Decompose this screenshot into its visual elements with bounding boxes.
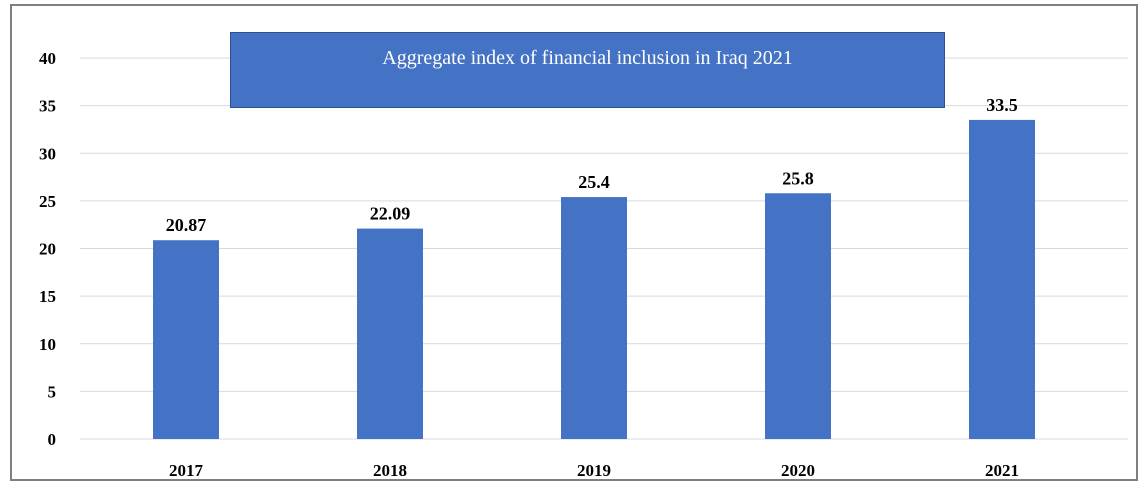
x-category-label-2020: 2020 bbox=[781, 461, 815, 480]
bar-2019 bbox=[561, 197, 627, 439]
y-axis-tick-labels: 0 5 10 15 20 25 30 35 40 bbox=[39, 49, 56, 449]
x-category-label-2017: 2017 bbox=[169, 461, 204, 480]
bar-2017 bbox=[153, 240, 219, 439]
bar-2018 bbox=[357, 228, 423, 439]
data-label-2017: 20.87 bbox=[166, 215, 207, 235]
x-category-label-2018: 2018 bbox=[373, 461, 407, 480]
data-label-2019: 25.4 bbox=[578, 172, 610, 192]
bar-2021 bbox=[969, 119, 1035, 439]
x-category-label-2019: 2019 bbox=[577, 461, 611, 480]
y-tick-label: 20 bbox=[39, 240, 56, 259]
chart-title-box: Aggregate index of financial inclusion i… bbox=[230, 32, 945, 108]
x-category-label-2021: 2021 bbox=[985, 461, 1019, 480]
y-tick-label: 30 bbox=[39, 144, 56, 163]
y-tick-label: 35 bbox=[39, 97, 56, 116]
chart-title: Aggregate index of financial inclusion i… bbox=[382, 47, 793, 69]
data-label-2020: 25.8 bbox=[782, 168, 814, 188]
y-tick-label: 15 bbox=[39, 287, 56, 306]
y-tick-label: 10 bbox=[39, 335, 56, 354]
bars bbox=[153, 119, 1035, 439]
data-label-2018: 22.09 bbox=[370, 204, 411, 224]
data-labels: 20.87 22.09 25.4 25.8 33.5 bbox=[166, 95, 1018, 235]
y-tick-label: 5 bbox=[48, 382, 57, 401]
y-tick-label: 0 bbox=[48, 430, 57, 449]
y-tick-label: 25 bbox=[39, 192, 56, 211]
x-axis-category-labels: 2017 2018 2019 2020 2021 bbox=[169, 461, 1019, 480]
y-tick-label: 40 bbox=[39, 49, 56, 68]
data-label-2021: 33.5 bbox=[986, 95, 1018, 115]
bar-2020 bbox=[765, 193, 831, 439]
